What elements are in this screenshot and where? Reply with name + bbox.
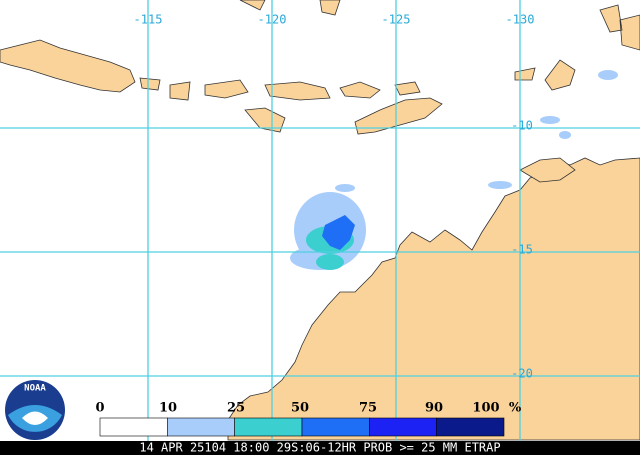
longitude-label: -125 xyxy=(382,13,411,27)
legend-unit: % xyxy=(509,401,522,416)
graticule: -115 -120 -125 -130 -10 -15 -20 xyxy=(0,0,640,441)
latitude-label: -15 xyxy=(511,243,533,257)
legend-label: 100 xyxy=(472,401,499,416)
legend-label: 0 xyxy=(95,401,104,416)
noaa-logo: NOAA xyxy=(5,380,65,440)
precip-areas xyxy=(290,70,618,270)
logo-text: NOAA xyxy=(24,384,46,394)
legend-swatch xyxy=(369,417,437,437)
legend: 0 10 25 50 75 90 100% xyxy=(95,401,522,437)
longitude-label: -120 xyxy=(258,13,287,27)
longitude-label: -115 xyxy=(134,13,163,27)
legend-label: 75 xyxy=(359,401,377,416)
legend-swatch xyxy=(167,417,235,437)
legend-swatch xyxy=(301,417,370,437)
legend-label: 10 xyxy=(159,401,177,416)
land xyxy=(0,0,640,441)
latitude-label: -20 xyxy=(511,367,533,381)
legend-swatch xyxy=(436,417,505,437)
legend-swatch xyxy=(99,417,168,437)
legend-swatch xyxy=(234,417,303,437)
caption-bar xyxy=(0,441,640,455)
legend-label: 25 xyxy=(227,401,245,416)
caption: 14 APR 25104 18:00 29S:06-12HR PROB >= 2… xyxy=(139,441,500,455)
legend-label: 50 xyxy=(291,401,309,416)
latitude-label: -10 xyxy=(511,119,533,133)
longitude-label: -130 xyxy=(506,13,535,27)
legend-label: 90 xyxy=(425,401,443,416)
